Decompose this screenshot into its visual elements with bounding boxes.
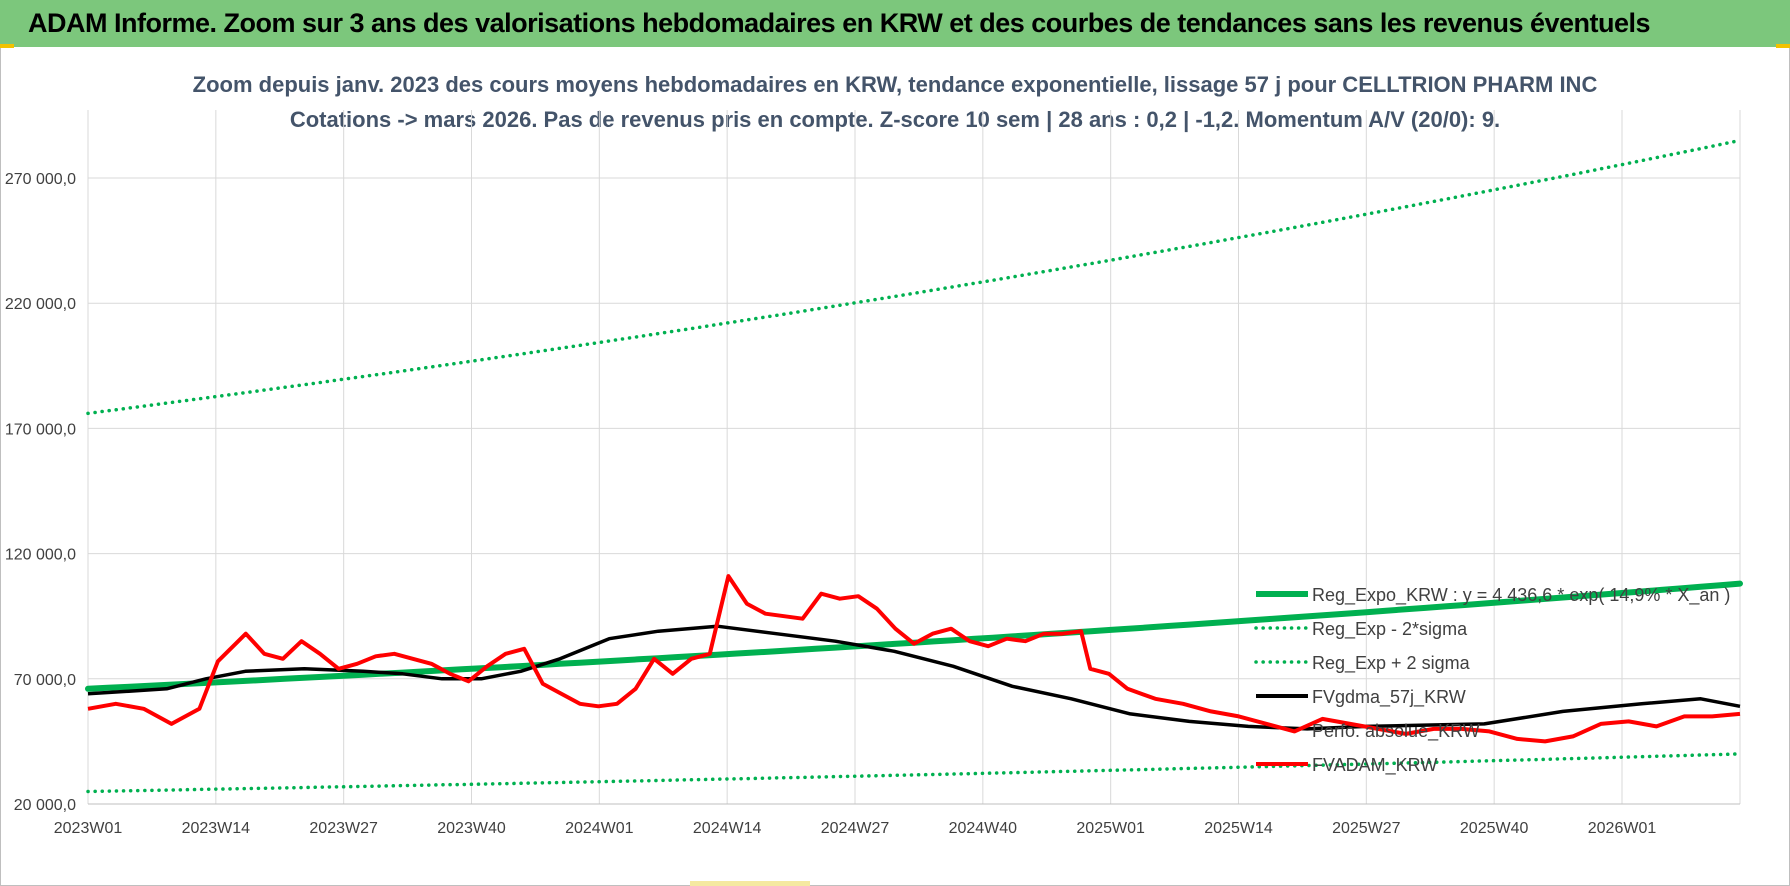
x-tick-label: 2024W01 — [565, 820, 634, 837]
legend-label: FVADAM_KRW — [1312, 755, 1437, 776]
banner: ADAM Informe. Zoom sur 3 ans des valoris… — [0, 0, 1790, 47]
y-tick-label: 220 000,0 — [5, 296, 76, 313]
x-tick-label: 2024W14 — [693, 820, 762, 837]
y-tick-label: 20 000,0 — [14, 797, 76, 814]
series-line-2 — [86, 138, 1742, 416]
series-line-3 — [87, 624, 1741, 731]
x-tick-label: 2024W40 — [949, 820, 1018, 837]
y-tick-label: 270 000,0 — [5, 171, 76, 188]
chart-title: Zoom depuis janv. 2023 des cours moyens … — [192, 72, 1598, 97]
x-tick-label: 2025W40 — [1460, 820, 1529, 837]
series-line-1 — [86, 752, 1742, 794]
legend-label: Reg_Exp + 2 sigma — [1312, 653, 1471, 674]
legend-label: FVgdma_57j_KRW — [1312, 687, 1466, 708]
x-axis: 2023W01 2023W14 2023W27 2023W40 2024W01 2024W… — [54, 820, 1657, 837]
legend-label: Reg_Expo_KRW : y = 4 436,6 * exp( 14,9% … — [1312, 585, 1730, 606]
series-lines — [85, 138, 1743, 794]
corner-mark-right — [1776, 44, 1790, 48]
chart-subtitle: Cotations -> mars 2026. Pas de revenus p… — [289, 107, 1501, 132]
x-tick-label: 2026W01 — [1588, 820, 1657, 837]
legend-label: Reg_Exp - 2*sigma — [1312, 619, 1468, 640]
x-tick-label: 2024W27 — [821, 820, 890, 837]
series-line-5 — [87, 574, 1741, 744]
gridlines — [87, 110, 1741, 805]
y-tick-label: 70 000,0 — [14, 672, 76, 689]
corner-mark-left — [0, 44, 14, 48]
y-tick-label: 120 000,0 — [5, 547, 76, 564]
x-tick-label: 2025W14 — [1204, 820, 1273, 837]
x-tick-label: 2023W40 — [437, 820, 506, 837]
y-axis: 20 000,0 70 000,0 120 000,0 170 000,0 220 00… — [5, 171, 76, 814]
legend: Reg_Expo_KRW : y = 4 436,6 * exp( 14,9% … — [1254, 585, 1730, 776]
y-tick-label: 170 000,0 — [5, 421, 76, 438]
bottom-mark — [690, 881, 810, 886]
x-tick-label: 2025W01 — [1076, 820, 1145, 837]
x-tick-label: 2023W01 — [54, 820, 123, 837]
x-tick-label: 2025W27 — [1332, 820, 1401, 837]
x-tick-label: 2023W14 — [182, 820, 251, 837]
legend-label: Perfo. absolue_KRW — [1312, 721, 1480, 742]
x-tick-label: 2023W27 — [309, 820, 378, 837]
banner-title: ADAM Informe. Zoom sur 3 ans des valoris… — [28, 8, 1651, 38]
